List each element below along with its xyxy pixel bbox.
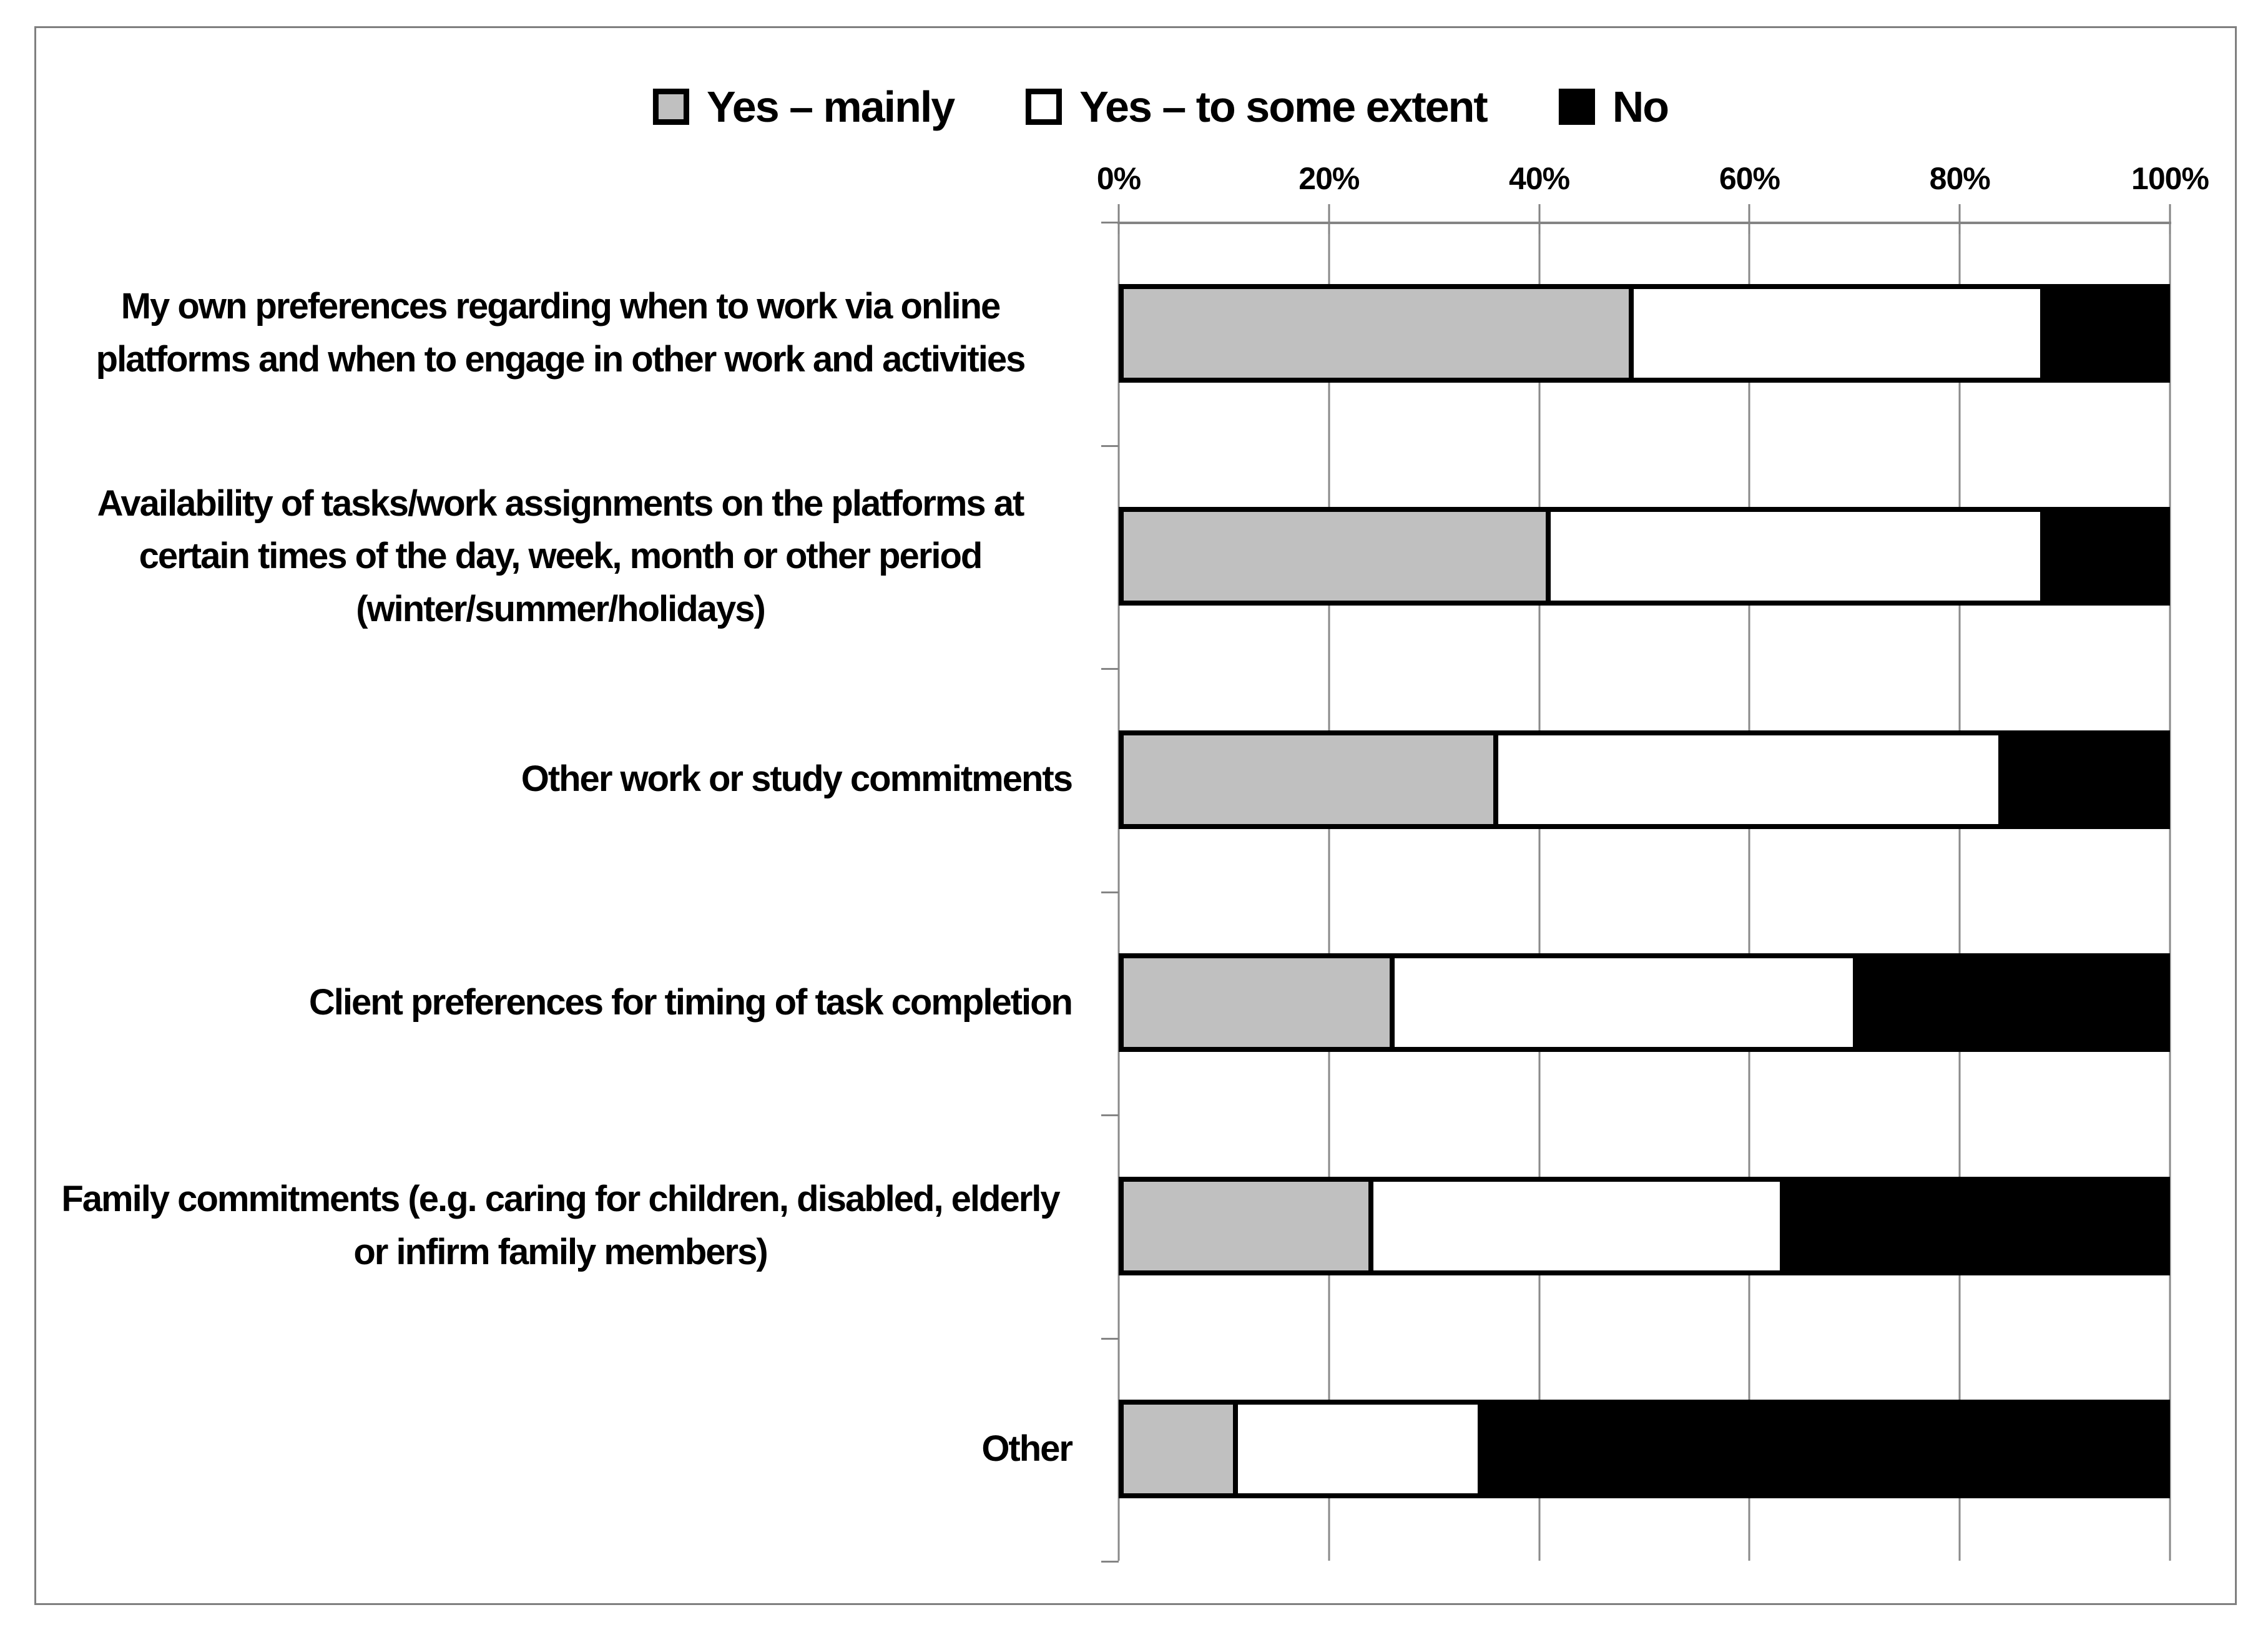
category-label: My own preferences regarding when to wor… (96, 286, 1026, 380)
gridline (1958, 222, 1961, 1561)
gridline (2169, 222, 2171, 1561)
category-label-row: Family commitments (e.g. caring for chil… (49, 1114, 1088, 1337)
bar-row (1119, 1177, 2170, 1275)
x-axis-labels: 0% 20% 40% 60% 80% 100% (1097, 160, 2209, 198)
legend-item: No (1558, 82, 1669, 132)
y-axis-tick (1101, 445, 1119, 447)
x-axis-line (1117, 222, 2171, 224)
bar-row (1119, 1400, 2170, 1498)
bar-segment-yes-to-some-extent (1238, 1405, 1478, 1493)
bar-segment-yes-to-some-extent (1373, 1182, 1780, 1270)
legend-swatch-yes-mainly-icon (652, 89, 689, 125)
x-axis-tick-label: 0% (1096, 161, 1141, 196)
legend-label: Yes – to some extent (1079, 82, 1488, 131)
x-axis-tick (1328, 204, 1330, 234)
bar-segment-yes-mainly (1124, 1182, 1374, 1270)
category-label: Availability of tasks/work assignments o… (97, 483, 1025, 629)
bar-segment-yes-mainly (1124, 1405, 1239, 1493)
gridline (1328, 222, 1330, 1561)
y-axis-tick (1101, 1338, 1119, 1340)
x-axis-tick-label: 40% (1509, 161, 1570, 196)
bar-segment-no (1779, 1182, 2165, 1270)
bar-row (1119, 953, 2170, 1052)
bar-segment-no (1998, 735, 2165, 824)
legend-swatch-yes-to-some-extent-icon (1026, 89, 1063, 125)
bar-segment-no (1852, 958, 2165, 1047)
chart-legend: Yes – mainly Yes – to some extent No (652, 82, 1669, 132)
bar-segment-yes-mainly (1124, 735, 1499, 824)
bar-segment-yes-to-some-extent (1394, 958, 1853, 1047)
category-label-row: My own preferences regarding when to wor… (49, 222, 1088, 444)
bar-segment-yes-to-some-extent (1550, 512, 2040, 601)
gridline (1117, 222, 1120, 1561)
gridline (1538, 222, 1541, 1561)
bar-row (1119, 730, 2170, 829)
x-axis-tick-label: 20% (1298, 161, 1360, 196)
x-axis-tick (1958, 204, 1961, 234)
category-label-row: Other work or study commitments (49, 668, 1088, 891)
category-label-row: Client preferences for timing of task co… (49, 891, 1088, 1114)
legend-swatch-no-icon (1558, 89, 1595, 125)
legend-label: Yes – mainly (706, 82, 955, 131)
x-axis-tick (1748, 204, 1750, 234)
y-axis-tick (1101, 1114, 1119, 1116)
bar-segment-no (2040, 289, 2165, 378)
category-label-row: Availability of tasks/work assignments o… (49, 445, 1088, 668)
x-axis-tick-label: 100% (2131, 161, 2209, 196)
plot-area (1101, 204, 2171, 1563)
y-axis-tick (1101, 668, 1119, 670)
category-label: Other work or study commitments (521, 759, 1073, 800)
x-axis-tick (1117, 204, 1120, 234)
x-axis-tick (1538, 204, 1541, 234)
category-label-row: Other (49, 1338, 1088, 1561)
bar-segment-no (1478, 1405, 2165, 1493)
category-label: Family commitments (e.g. caring for chil… (61, 1179, 1060, 1272)
bar-segment-yes-mainly (1124, 289, 1634, 378)
x-axis-tick-label: 80% (1929, 161, 1991, 196)
x-axis-tick (2169, 204, 2171, 234)
legend-item: Yes – to some extent (1026, 82, 1488, 132)
category-label: Other (981, 1428, 1073, 1470)
y-axis-tick (1101, 222, 1119, 223)
bar-segment-no (2040, 512, 2165, 601)
legend-label: No (1612, 82, 1669, 131)
bar-segment-yes-mainly (1124, 958, 1395, 1047)
bar-segment-yes-mainly (1124, 512, 1551, 601)
x-axis-tick-label: 60% (1719, 161, 1780, 196)
bar-segment-yes-to-some-extent (1634, 289, 2040, 378)
bar-row (1119, 507, 2170, 606)
figure-frame: Yes – mainly Yes – to some extent No 0% 20%… (34, 26, 2237, 1605)
bar-segment-yes-to-some-extent (1498, 735, 1999, 824)
legend-item: Yes – mainly (652, 82, 955, 132)
gridline (1748, 222, 1750, 1561)
y-axis-tick (1101, 891, 1119, 893)
bar-row (1119, 284, 2170, 383)
category-label: Client preferences for timing of task co… (308, 982, 1073, 1023)
y-axis-tick (1101, 1561, 1119, 1563)
